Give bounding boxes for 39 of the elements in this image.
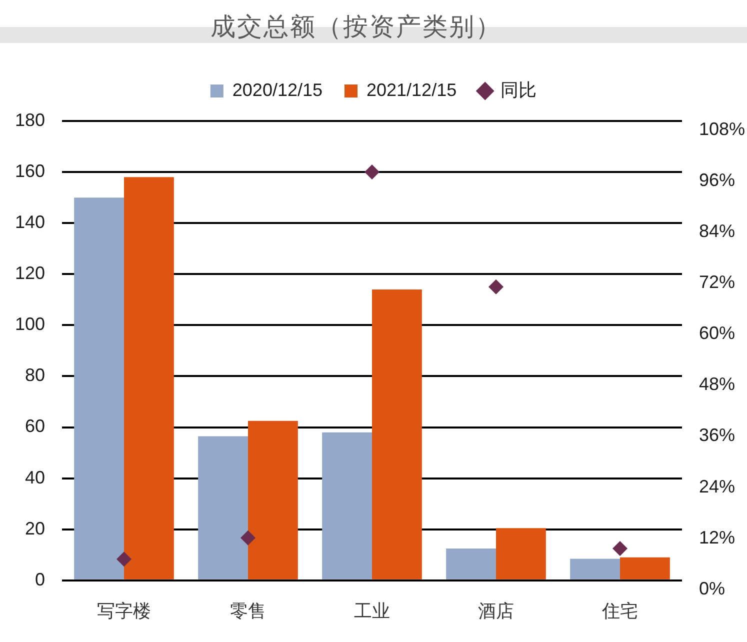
y-tick-label: 180 xyxy=(14,110,45,130)
y-tick-label: 0 xyxy=(34,569,45,590)
y-tick-label: 20 xyxy=(24,518,45,538)
y2-tick-label: 60% xyxy=(699,323,736,344)
x-tick-label: 住宅 xyxy=(601,601,638,622)
x-tick-label: 写字楼 xyxy=(97,601,151,622)
bar xyxy=(446,548,496,580)
y2-tick-label: 72% xyxy=(699,272,736,292)
bar xyxy=(372,289,422,580)
y2-tick-label: 24% xyxy=(699,476,736,496)
bar xyxy=(198,436,248,580)
legend-label: 2021/12/15 xyxy=(366,80,457,100)
legend-label: 同比 xyxy=(500,80,537,100)
bar xyxy=(620,557,670,580)
y-tick-label: 80 xyxy=(24,365,45,386)
y2-tick-label: 48% xyxy=(699,374,736,394)
bar xyxy=(124,177,174,580)
y-tick-label: 40 xyxy=(24,467,45,488)
y2-tick-label: 36% xyxy=(699,425,736,446)
y2-tick-label: 96% xyxy=(699,170,736,190)
y-tick-label: 120 xyxy=(14,263,45,284)
legend-label: 2020/12/15 xyxy=(232,80,323,100)
x-tick-label: 工业 xyxy=(354,601,390,622)
bar xyxy=(74,198,124,580)
y-tick-label: 100 xyxy=(14,314,45,334)
bar xyxy=(248,420,298,580)
x-tick-label: 酒店 xyxy=(478,601,514,622)
y2-tick-label: 84% xyxy=(699,221,736,242)
y2-tick-label: 12% xyxy=(699,527,736,548)
x-tick-label: 零售 xyxy=(230,601,266,622)
y-tick-label: 140 xyxy=(14,212,45,232)
y2-tick-label: 108% xyxy=(699,118,746,139)
y2-tick-label: 0% xyxy=(699,578,726,598)
bar xyxy=(496,528,546,580)
chart-title: 成交总额（按资产类别） xyxy=(209,12,503,42)
y-tick-label: 60 xyxy=(24,416,45,436)
y-tick-label: 160 xyxy=(14,161,45,182)
bar xyxy=(322,432,372,580)
bar xyxy=(570,558,620,580)
